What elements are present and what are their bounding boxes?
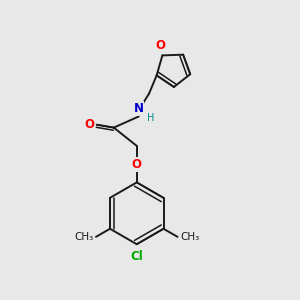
Text: O: O (155, 39, 165, 52)
Text: H: H (147, 113, 154, 123)
Text: CH₃: CH₃ (180, 232, 199, 242)
Text: Cl: Cl (130, 250, 143, 262)
Text: O: O (84, 118, 94, 130)
Text: CH₃: CH₃ (74, 232, 94, 242)
Text: O: O (132, 158, 142, 171)
Text: N: N (134, 102, 144, 115)
